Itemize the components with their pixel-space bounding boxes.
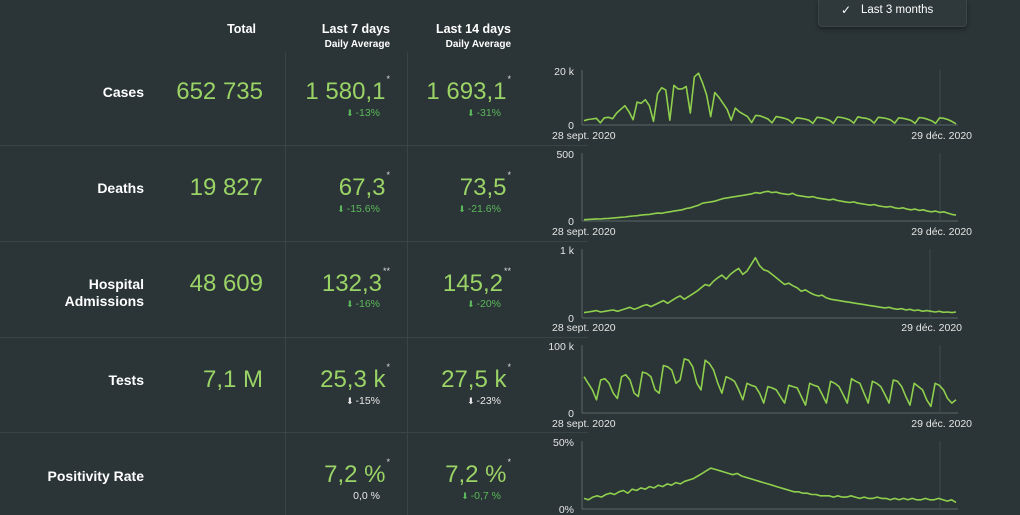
positivity-rate-ytick-top: 50% — [553, 437, 574, 449]
positivity-rate-series-line — [583, 467, 957, 504]
hospital-change-14-days: ⬇ -20% — [466, 298, 501, 310]
column-divider — [285, 52, 286, 515]
cases-avg-7-days: 1 580,1* — [305, 74, 390, 105]
column-divider — [407, 52, 408, 515]
row-divider — [0, 241, 588, 242]
positivity-change-14-days: ⬇ -0,7 % — [461, 490, 501, 502]
tests-avg-14-days: 27,5 k* — [441, 362, 511, 393]
deaths-series-line — [583, 190, 957, 221]
hospital-total: 48 609 — [189, 270, 263, 297]
date-range-label: Last 3 months — [861, 4, 934, 16]
row-divider — [0, 432, 588, 433]
cases-xtick-end: 29 déc. 2020 — [911, 130, 972, 142]
down-arrow-icon: ⬇ — [466, 396, 475, 406]
tests-xtick-end: 29 déc. 2020 — [911, 418, 972, 430]
hospital-admissions-xtick-start: 28 sept. 2020 — [552, 322, 616, 334]
cases-ytick-top: 20 k — [554, 66, 575, 78]
positivity-avg-7-days: 7,2 %* — [324, 457, 390, 488]
tests-change-14-days: ⬇ -23% — [466, 395, 501, 407]
tests-avg-7-days: 25,3 k* — [320, 362, 390, 393]
deaths-change-7-days: ⬇ -15.6% — [337, 203, 380, 215]
deaths-xtick-start: 28 sept. 2020 — [552, 226, 616, 238]
cases-change-14-days: ⬇ -31% — [466, 107, 501, 119]
row-label-positivity-rate: Positivity Rate — [47, 468, 144, 484]
tests-xtick-start: 28 sept. 2020 — [552, 418, 616, 430]
cases-series-line — [583, 72, 957, 125]
tests-series-line — [583, 358, 957, 408]
deaths-change-14-days: ⬇ -21.6% — [458, 203, 501, 215]
down-arrow-icon: ⬇ — [466, 108, 475, 118]
deaths-avg-7-days: 67,3* — [338, 170, 390, 201]
down-arrow-icon: ⬇ — [466, 299, 475, 309]
row-divider — [0, 337, 588, 338]
cases-change-7-days: ⬇ -13% — [345, 107, 380, 119]
deaths-ytick-top: 500 — [556, 149, 574, 161]
positivity-avg-14-days: 7,2 %* — [445, 457, 511, 488]
down-arrow-icon: ⬇ — [458, 204, 466, 214]
row-label-cases: Cases — [102, 84, 144, 100]
deaths-xtick-end: 29 déc. 2020 — [911, 226, 972, 238]
cases-xtick-start: 28 sept. 2020 — [552, 130, 616, 142]
deaths-total: 19 827 — [189, 174, 263, 201]
row-label-deaths: Deaths — [97, 180, 144, 196]
down-arrow-icon: ⬇ — [345, 108, 354, 118]
check-icon: ✓ — [841, 3, 852, 17]
tests-total: 7,1 M — [202, 366, 263, 393]
deaths-ytick-bottom: 0 — [568, 216, 574, 228]
hospital-avg-7-days: 132,3** — [321, 266, 390, 297]
row-divider — [0, 145, 588, 146]
row-label-tests: Tests — [108, 372, 144, 388]
tests-ytick-bottom: 0 — [568, 408, 574, 420]
hospital-admissions-series-line — [583, 256, 957, 314]
header-total: Total — [227, 22, 256, 36]
deaths-avg-14-days: 73,5* — [459, 170, 511, 201]
hospital-avg-14-days: 145,2** — [442, 266, 511, 297]
cases-avg-14-days: 1 693,1* — [426, 74, 511, 105]
header-last-7-days: Last 7 days Daily Average — [321, 22, 390, 50]
tests-ytick-top: 100 k — [548, 341, 574, 353]
header-last-14-days: Last 14 days Daily Average — [435, 22, 511, 50]
cases-total: 652 735 — [176, 78, 263, 105]
down-arrow-icon: ⬇ — [345, 396, 354, 406]
date-range-dropdown[interactable]: ✓ Last 3 months — [818, 0, 967, 27]
positivity-rate-ytick-bottom: 0% — [559, 504, 574, 515]
tests-change-7-days: ⬇ -15% — [345, 395, 380, 407]
hospital-admissions-ytick-bottom: 0 — [568, 313, 574, 325]
row-label-hospital-admissions: Hospital Admissions — [64, 276, 144, 309]
hospital-change-7-days: ⬇ -16% — [345, 298, 380, 310]
positivity-change-7-days: 0,0 % — [353, 490, 380, 502]
down-arrow-icon: ⬇ — [337, 204, 345, 214]
hospital-admissions-ytick-top: 1 k — [560, 245, 575, 257]
cases-ytick-bottom: 0 — [568, 120, 574, 132]
down-arrow-icon: ⬇ — [461, 491, 469, 501]
hospital-admissions-xtick-end: 29 déc. 2020 — [901, 322, 962, 334]
down-arrow-icon: ⬇ — [345, 299, 354, 309]
